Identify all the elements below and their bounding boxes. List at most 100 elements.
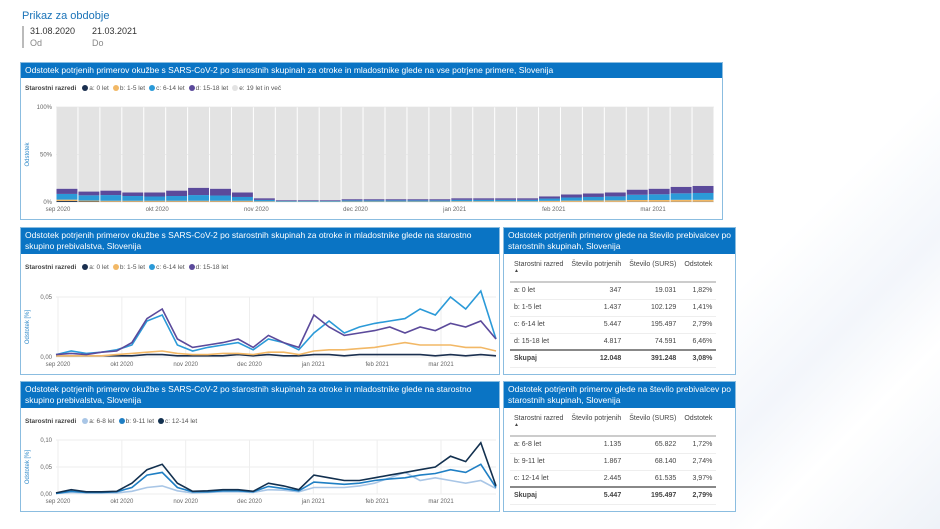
bar-segment <box>407 107 429 200</box>
series-line <box>55 441 497 494</box>
table-cell: c: 12-14 let <box>510 470 568 488</box>
series-line <box>56 341 497 357</box>
header-label: Starostni razred <box>514 261 564 268</box>
legend-dot <box>149 85 156 91</box>
table-row: b: 1-5 let 1.437 102.129 1,41% <box>510 299 717 317</box>
legend-item[interactable]: b: 1-5 let <box>112 264 145 271</box>
x-tick-label: okt 2020 <box>146 207 170 213</box>
legend-item[interactable]: b: 1-5 let <box>112 85 145 92</box>
table-row: a: 6-8 let 1.135 65.822 1,72% <box>510 436 717 454</box>
table-row: c: 6-14 let 5.447 195.497 2,79% <box>510 316 717 334</box>
x-tick-label: okt 2020 <box>110 499 134 505</box>
line-chart: 0,00 0,05 sep 2020 okt 2020 nov 2020 dec 2020… <box>25 289 497 368</box>
bar-segment <box>363 107 385 200</box>
bar-segment <box>210 195 231 201</box>
legend-item[interactable]: a: 0 let <box>82 85 109 92</box>
legend-item[interactable]: d: 15-18 let <box>188 85 229 92</box>
table-cell: 19.031 <box>625 282 681 300</box>
table-cell: 2,79% <box>680 316 717 334</box>
y-tick-label: 0,10 <box>40 438 52 444</box>
y-tick-label: 50% <box>40 153 53 159</box>
table-cell: 1,72% <box>680 436 717 454</box>
x-tick-label: sep 2020 <box>46 207 71 213</box>
legend-title: Starostni razredi <box>25 85 77 92</box>
table-cell: 1,41% <box>680 299 717 317</box>
table-cell: 6,46% <box>680 333 717 351</box>
table-cell: 1.135 <box>567 436 626 454</box>
bar-segment <box>78 191 100 196</box>
chart-legend: Starostni razredi a: 6-8 let b: 9-11 let c:… <box>25 418 197 425</box>
table-row: c: 12-14 let 2.445 61.535 3,97% <box>510 470 717 488</box>
bar-segment <box>495 201 517 202</box>
bar-segment <box>188 200 210 202</box>
bar-segment <box>517 201 539 202</box>
legend-dot <box>188 264 195 270</box>
total-cell: 12.048 <box>567 349 626 368</box>
sort-ascending-icon[interactable]: ▲ <box>514 268 519 274</box>
column-header[interactable]: Število potrjenih <box>567 412 626 437</box>
column-header[interactable]: Odstotek <box>680 412 717 437</box>
legend-item[interactable]: b: 9-11 let <box>118 418 154 425</box>
header-label: Število potrjenih <box>571 415 622 422</box>
bar-segment <box>363 200 385 202</box>
bar-segment <box>253 198 275 200</box>
sort-ascending-icon[interactable]: ▲ <box>514 422 519 428</box>
bar-segment <box>648 200 670 202</box>
bar-segment <box>78 200 100 202</box>
legend-item[interactable]: d: 15-18 let <box>188 264 228 271</box>
bar-segment <box>473 201 495 202</box>
column-header[interactable]: Starostni razred ▲ <box>510 258 568 283</box>
period-to: 21.03.2021 <box>92 26 138 36</box>
x-tick-label: jan 2021 <box>442 207 467 213</box>
table-row: a: 0 let 347 19.031 1,82% <box>510 282 717 300</box>
bar-segment <box>582 107 604 194</box>
x-tick-label: dec 2020 <box>343 207 368 213</box>
bar-segment <box>560 197 582 201</box>
bar-segment <box>670 186 692 194</box>
line-chart: 0,00 0,05 0,10 sep 2020 okt 2020 nov 2020 dec … <box>25 438 497 505</box>
bar-segment <box>122 192 144 197</box>
column-header[interactable]: Število potrjenih <box>567 258 626 283</box>
legend-item[interactable]: a: 0 let <box>82 264 109 271</box>
period-to-label: Do <box>92 38 104 48</box>
y-tick-label: 0,05 <box>40 465 52 471</box>
header-label: Število (SURS) <box>629 261 677 268</box>
legend-label: d: 15-18 let <box>195 85 229 92</box>
legend-dot <box>82 85 89 91</box>
bar-segment <box>297 200 319 201</box>
bar-segment <box>100 190 122 196</box>
background-decoration <box>730 0 940 529</box>
bar-segment <box>144 200 166 202</box>
bar-segment <box>473 107 495 199</box>
series-line <box>55 471 497 495</box>
bar-segment <box>231 196 253 201</box>
legend-item[interactable]: e: 19 let in več <box>232 85 281 92</box>
column-header[interactable]: Število (SURS) <box>625 258 681 283</box>
bar-segment <box>385 200 407 202</box>
bar-segment <box>473 199 495 202</box>
bar-segment <box>210 188 231 196</box>
y-tick-label: 0,05 <box>40 295 52 301</box>
table-cell: c: 6-14 let <box>510 316 568 334</box>
table-cell: a: 6-8 let <box>510 436 568 454</box>
table-cell: 68.140 <box>625 453 681 471</box>
table-cell: d: 15-18 let <box>510 333 568 351</box>
legend-item[interactable]: c: 12-14 let <box>158 418 197 425</box>
table-cell: 2.445 <box>567 470 626 488</box>
table-cell: 1.867 <box>567 453 626 471</box>
bar-segment <box>692 185 714 193</box>
legend-item[interactable]: a: 6-8 let <box>82 418 115 425</box>
x-tick-label: sep 2020 <box>46 362 71 368</box>
legend-item[interactable]: c: 6-14 let <box>149 264 185 271</box>
legend-label: a: 0 let <box>89 264 109 271</box>
legend-item[interactable]: c: 6-14 let <box>149 85 185 92</box>
x-tick-label: jan 2021 <box>301 362 326 368</box>
bar-segment <box>604 192 626 197</box>
bar-segment <box>626 194 648 201</box>
legend-dot <box>112 264 119 270</box>
column-header[interactable]: Starostni razred ▲ <box>510 412 568 437</box>
column-header[interactable]: Število (SURS) <box>625 412 681 437</box>
column-header[interactable]: Odstotek <box>680 258 717 283</box>
bar-segment <box>517 198 539 200</box>
table-cell: 65.822 <box>625 436 681 454</box>
